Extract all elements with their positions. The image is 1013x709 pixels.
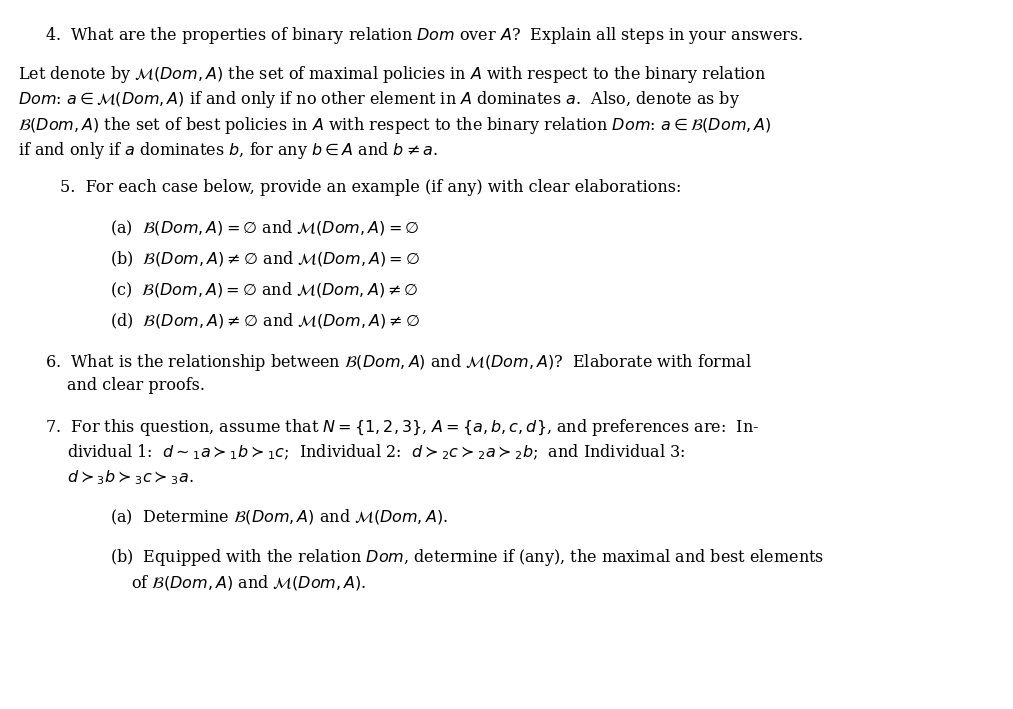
Text: 6.  What is the relationship between $\mathcal{B}(\mathit{Dom}, A)$ and $\mathca: 6. What is the relationship between $\ma… xyxy=(45,352,752,373)
Text: (a)  $\mathcal{B}(\mathit{Dom}, A) = \emptyset$ and $\mathcal{M}(\mathit{Dom}, A: (a) $\mathcal{B}(\mathit{Dom}, A) = \emp… xyxy=(109,218,419,238)
Text: and clear proofs.: and clear proofs. xyxy=(67,377,205,394)
Text: 5.  For each case below, provide an example (if any) with clear elaborations:: 5. For each case below, provide an examp… xyxy=(60,179,681,196)
Text: 7.  For this question, assume that $N = \{1, 2, 3\}$, $A = \{a, b, c, d\}$, and : 7. For this question, assume that $N = \… xyxy=(45,417,759,438)
Text: (b)  Equipped with the relation $\mathit{Dom}$, determine if (any), the maximal : (b) Equipped with the relation $\mathit{… xyxy=(109,547,824,569)
Text: of $\mathcal{B}(\mathit{Dom}, A)$ and $\mathcal{M}(\mathit{Dom}, A)$.: of $\mathcal{B}(\mathit{Dom}, A)$ and $\… xyxy=(131,573,366,592)
Text: Let denote by $\mathcal{M}(\mathit{Dom}, A)$ the set of maximal policies in $A$ : Let denote by $\mathcal{M}(\mathit{Dom},… xyxy=(18,64,767,85)
Text: (c)  $\mathcal{B}(\mathit{Dom}, A) = \emptyset$ and $\mathcal{M}(\mathit{Dom}, A: (c) $\mathcal{B}(\mathit{Dom}, A) = \emp… xyxy=(109,281,418,300)
Text: dividual 1:  $d \sim_1 a \succ_1 b \succ_1 c$;  Individual 2:  $d \succ_2 c \suc: dividual 1: $d \sim_1 a \succ_1 b \succ_… xyxy=(67,442,685,462)
Text: (b)  $\mathcal{B}(\mathit{Dom}, A) \neq \emptyset$ and $\mathcal{M}(\mathit{Dom}: (b) $\mathcal{B}(\mathit{Dom}, A) \neq \… xyxy=(109,250,419,269)
Text: $\mathcal{B}(\mathit{Dom}, A)$ the set of best policies in $A$ with respect to t: $\mathcal{B}(\mathit{Dom}, A)$ the set o… xyxy=(18,115,772,136)
Text: if and only if $a$ dominates $b$, for any $b \in A$ and $b \neq a$.: if and only if $a$ dominates $b$, for an… xyxy=(18,140,438,162)
Text: $\mathit{Dom}$: $a \in \mathcal{M}(\mathit{Dom}, A)$ if and only if no other ele: $\mathit{Dom}$: $a \in \mathcal{M}(\math… xyxy=(18,89,741,111)
Text: $d \succ_3 b \succ_3 c \succ_3 a$.: $d \succ_3 b \succ_3 c \succ_3 a$. xyxy=(67,468,193,486)
Text: 4.  What are the properties of binary relation $\mathit{Dom}$ over $A$?  Explain: 4. What are the properties of binary rel… xyxy=(45,25,803,46)
Text: (a)  Determine $\mathcal{B}(\mathit{Dom}, A)$ and $\mathcal{M}(\mathit{Dom}, A)$: (a) Determine $\mathcal{B}(\mathit{Dom},… xyxy=(109,508,448,527)
Text: (d)  $\mathcal{B}(\mathit{Dom}, A) \neq \emptyset$ and $\mathcal{M}(\mathit{Dom}: (d) $\mathcal{B}(\mathit{Dom}, A) \neq \… xyxy=(109,312,419,331)
